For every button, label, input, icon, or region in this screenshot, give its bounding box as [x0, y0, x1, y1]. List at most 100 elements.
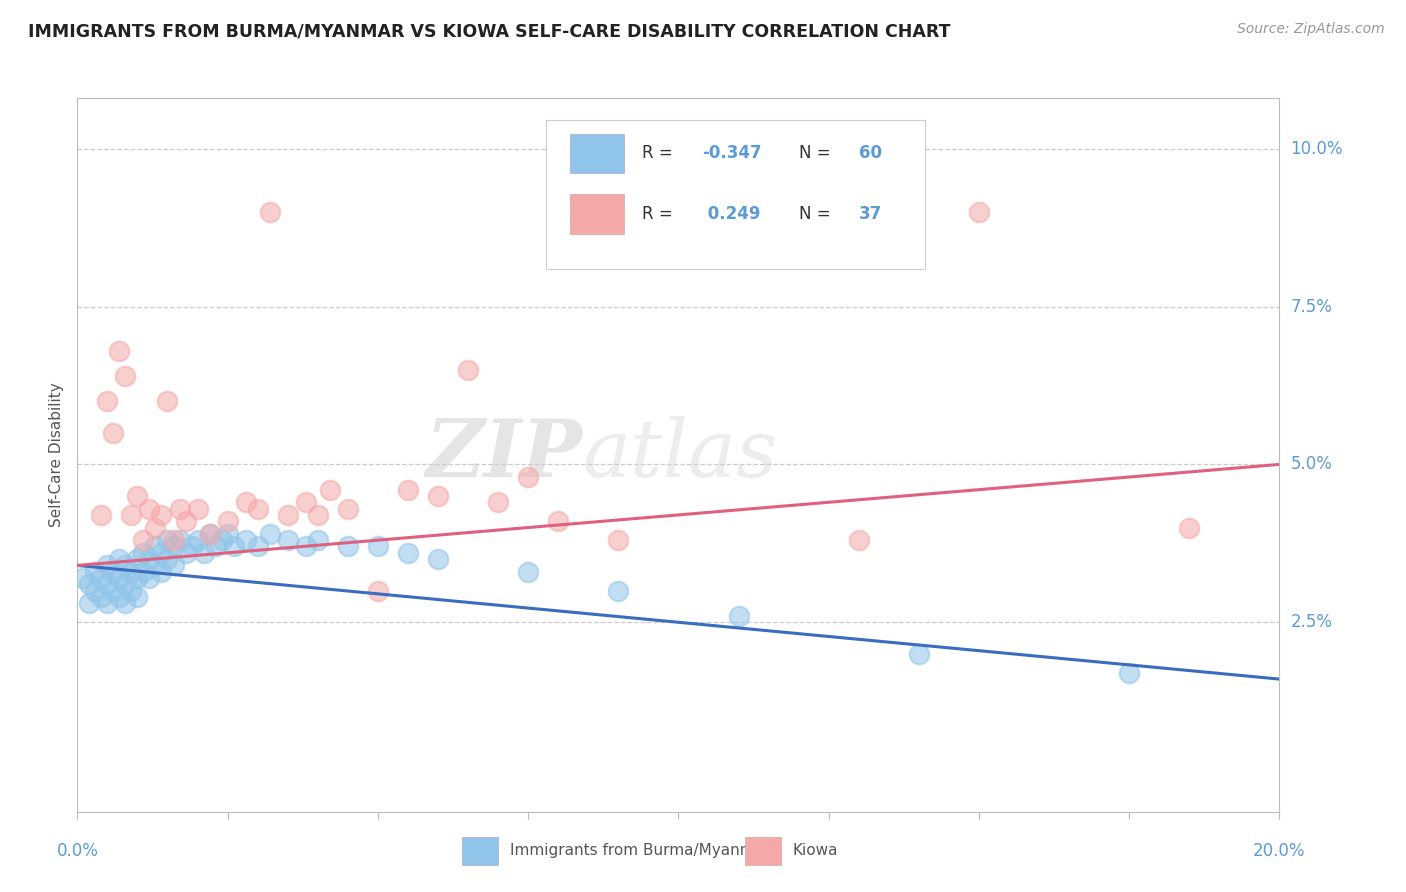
Point — [180, 540, 202, 554]
Point — [72, 571, 94, 585]
Text: 10.0%: 10.0% — [1291, 140, 1343, 158]
Text: 2.5%: 2.5% — [1291, 614, 1333, 632]
Point — [145, 540, 167, 554]
Point — [457, 362, 479, 376]
Point — [169, 533, 191, 548]
Text: 60: 60 — [859, 145, 882, 162]
Point — [235, 533, 257, 548]
Point — [114, 596, 136, 610]
Point — [108, 590, 131, 604]
Point — [174, 546, 197, 560]
Point — [908, 647, 931, 661]
Point — [193, 546, 215, 560]
Point — [162, 533, 184, 548]
Point — [138, 552, 160, 566]
Text: atlas: atlas — [582, 417, 778, 493]
Point — [486, 495, 509, 509]
Point — [294, 540, 316, 554]
Text: Kiowa: Kiowa — [793, 844, 838, 858]
Text: N =: N = — [799, 205, 835, 223]
Point — [517, 470, 540, 484]
Point — [103, 565, 125, 579]
Point — [84, 583, 107, 598]
Point — [162, 540, 184, 554]
Point — [120, 565, 142, 579]
Point — [174, 514, 197, 528]
Point — [186, 501, 209, 516]
Point — [246, 501, 269, 516]
Point — [198, 526, 221, 541]
Point — [277, 508, 299, 522]
Point — [120, 583, 142, 598]
Text: 0.0%: 0.0% — [56, 842, 98, 860]
Point — [848, 533, 870, 548]
Text: 7.5%: 7.5% — [1291, 298, 1333, 316]
Point — [186, 533, 209, 548]
Point — [79, 577, 101, 591]
Point — [127, 571, 149, 585]
Point — [138, 501, 160, 516]
Point — [427, 489, 450, 503]
Point — [427, 552, 450, 566]
Text: 20.0%: 20.0% — [1253, 842, 1306, 860]
Point — [547, 514, 569, 528]
Point — [217, 514, 239, 528]
Point — [211, 533, 233, 548]
Point — [277, 533, 299, 548]
Point — [90, 508, 112, 522]
Point — [1118, 665, 1140, 680]
Text: IMMIGRANTS FROM BURMA/MYANMAR VS KIOWA SELF-CARE DISABILITY CORRELATION CHART: IMMIGRANTS FROM BURMA/MYANMAR VS KIOWA S… — [28, 22, 950, 40]
Point — [204, 540, 226, 554]
Point — [127, 590, 149, 604]
Point — [156, 552, 179, 566]
Point — [96, 577, 118, 591]
Point — [108, 552, 131, 566]
Point — [96, 558, 118, 573]
Point — [132, 565, 155, 579]
Point — [90, 571, 112, 585]
Point — [607, 583, 630, 598]
Point — [396, 483, 419, 497]
Point — [217, 526, 239, 541]
Point — [114, 369, 136, 384]
Point — [162, 558, 184, 573]
Point — [84, 565, 107, 579]
FancyBboxPatch shape — [571, 194, 624, 234]
FancyBboxPatch shape — [546, 120, 925, 269]
Point — [319, 483, 342, 497]
Text: Immigrants from Burma/Myanmar: Immigrants from Burma/Myanmar — [510, 844, 770, 858]
Point — [517, 565, 540, 579]
FancyBboxPatch shape — [571, 134, 624, 173]
Point — [967, 204, 990, 219]
Point — [150, 508, 173, 522]
Point — [114, 558, 136, 573]
Text: Source: ZipAtlas.com: Source: ZipAtlas.com — [1237, 22, 1385, 37]
Point — [127, 489, 149, 503]
Point — [156, 394, 179, 409]
Point — [222, 540, 245, 554]
Point — [150, 546, 173, 560]
Point — [132, 546, 155, 560]
Text: ZIP: ZIP — [426, 417, 582, 493]
Point — [307, 508, 329, 522]
Text: -0.347: -0.347 — [703, 145, 762, 162]
Text: 0.249: 0.249 — [703, 205, 761, 223]
Point — [169, 501, 191, 516]
Point — [367, 583, 389, 598]
Point — [156, 533, 179, 548]
Text: 5.0%: 5.0% — [1291, 456, 1333, 474]
Text: N =: N = — [799, 145, 835, 162]
Point — [367, 540, 389, 554]
Point — [307, 533, 329, 548]
Point — [396, 546, 419, 560]
Point — [607, 533, 630, 548]
Point — [132, 533, 155, 548]
Point — [138, 571, 160, 585]
Text: 37: 37 — [859, 205, 882, 223]
Point — [114, 577, 136, 591]
Point — [90, 590, 112, 604]
Point — [259, 526, 281, 541]
Point — [259, 204, 281, 219]
Point — [336, 501, 359, 516]
Text: R =: R = — [643, 205, 678, 223]
